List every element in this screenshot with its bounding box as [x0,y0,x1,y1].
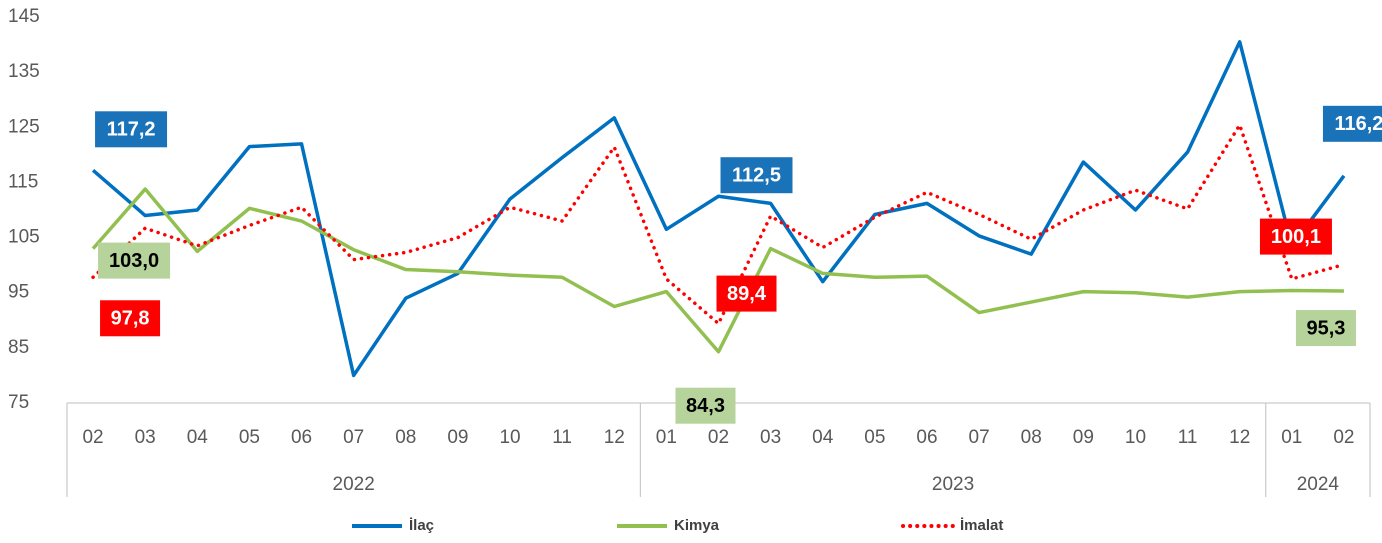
legend-label: Kimya [674,517,720,534]
x-tick-label: 10 [1125,427,1146,448]
data-label: 89,4 [727,283,767,305]
data-label: 116,2 [1334,113,1382,135]
x-tick-label: 01 [656,427,677,448]
y-tick-label: 105 [8,227,40,248]
data-label-box [100,300,161,337]
x-tick-label: 08 [395,427,416,448]
x-tick-label: 11 [1178,427,1198,448]
x-tick-label: 10 [499,427,520,448]
x-tick-label: 12 [604,427,625,448]
data-label: 103,0 [109,250,159,272]
y-tick-label: 125 [8,116,40,137]
y-tick-label: 95 [8,282,29,303]
data-label: 100,1 [1271,226,1321,248]
legend-label: İmalat [960,517,1003,534]
data-label-box [1322,105,1382,142]
data-label: 97,8 [111,308,150,330]
y-tick-label: 85 [8,337,29,358]
data-label: 84,3 [686,395,725,417]
data-label: 95,3 [1306,317,1345,339]
x-group-label: 2024 [1297,474,1340,495]
legend-label: İlaç [409,517,434,534]
y-tick-label: 75 [8,392,29,413]
x-tick-label: 05 [239,427,260,448]
y-tick-label: 115 [8,171,38,192]
data-label: 117,2 [107,119,156,141]
y-tick-label: 145 [8,6,40,27]
x-tick-label: 06 [291,427,312,448]
x-tick-label: 11 [552,427,572,448]
x-tick-label: 09 [447,427,468,448]
x-group-label: 2023 [932,474,974,495]
data-label-box [1295,310,1356,347]
x-tick-label: 12 [1229,427,1250,448]
x-tick-label: 09 [1073,427,1094,448]
x-tick-label: 01 [1281,427,1302,448]
x-tick-label: 04 [812,427,834,448]
series-line [91,40,1346,378]
x-tick-label: 03 [135,427,156,448]
y-tick-label: 135 [8,61,40,82]
x-tick-label: 08 [1021,427,1042,448]
x-tick-label: 03 [760,427,781,448]
data-label-box [95,111,168,148]
data-label-box [98,242,171,279]
x-tick-label: 02 [1333,427,1354,448]
data-label-box [720,157,793,194]
x-tick-label: 05 [864,427,885,448]
x-group-label: 2022 [333,474,375,495]
x-tick-label: 04 [187,427,209,448]
x-tick-label: 07 [969,427,990,448]
data-label-box [1259,218,1332,255]
data-label-box [675,387,736,424]
x-tick-label: 07 [343,427,364,448]
data-label: 112,5 [732,164,781,186]
series-line [91,187,1344,354]
x-tick-label: 02 [708,427,729,448]
x-tick-label: 02 [82,427,103,448]
series-line [91,123,1346,326]
data-label-box [716,275,777,312]
x-tick-label: 06 [916,427,937,448]
